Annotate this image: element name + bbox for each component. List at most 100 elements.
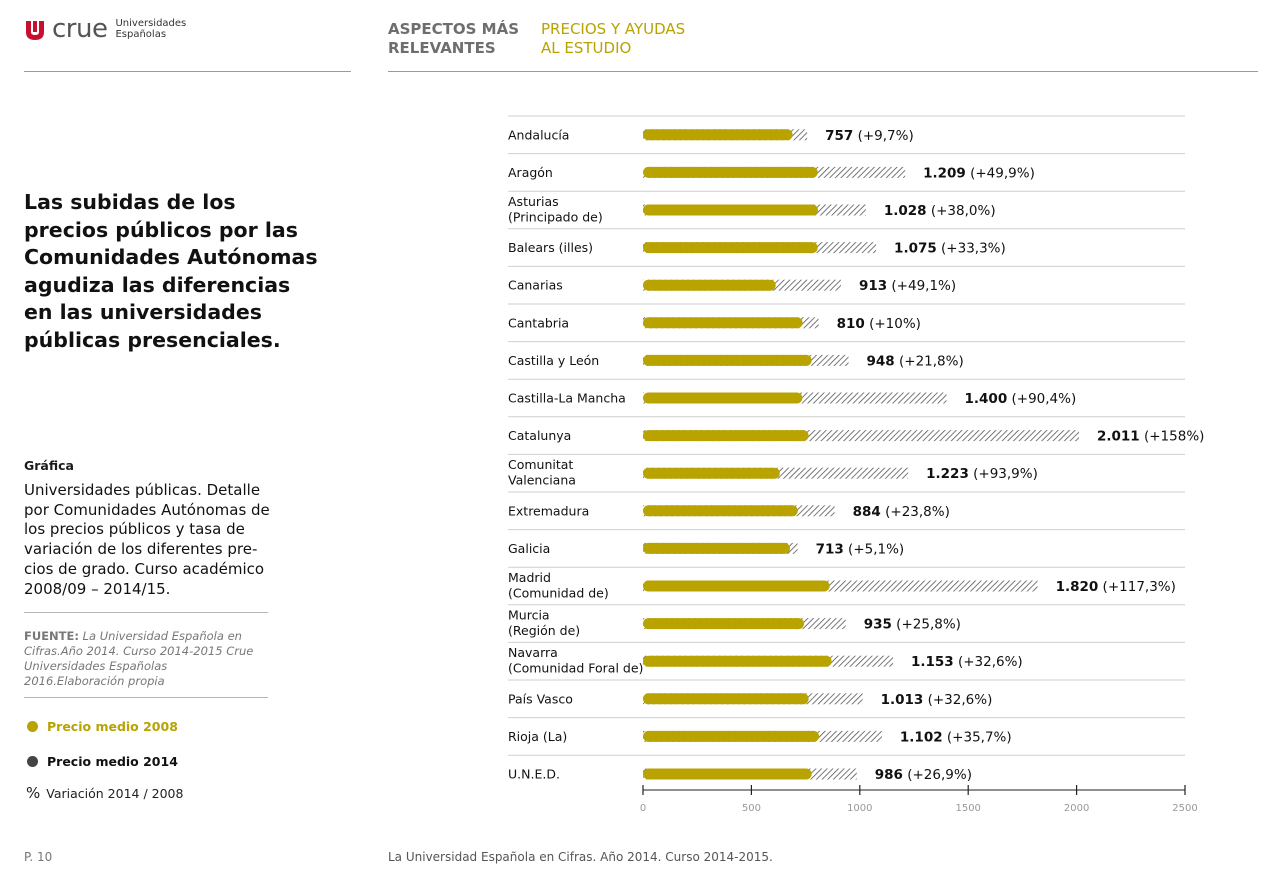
graphic-description: Universidades públicas. Detalle por Comu… — [24, 481, 270, 598]
bar-2008 — [643, 279, 776, 291]
bar-2008 — [643, 430, 809, 442]
data-label-value: 1.153 — [911, 654, 954, 670]
category-label: Balears (illes) — [508, 240, 593, 255]
data-label-percent: (+23,8%) — [881, 504, 950, 520]
category-label: Castilla y León — [508, 353, 599, 368]
category-label: Andalucía — [508, 127, 569, 142]
data-label-value: 1.028 — [884, 203, 927, 219]
crue-logo-mark-icon — [26, 21, 44, 40]
page-number: P. 10 — [24, 850, 53, 864]
data-label: 913 (+49,1%) — [859, 278, 956, 294]
data-label: 1.223 (+93,9%) — [926, 466, 1038, 482]
header-section-precios-line-1: PRECIOS Y AYUDAS — [541, 20, 686, 38]
bar-2008 — [643, 166, 818, 178]
bar-2008 — [643, 768, 812, 780]
legend-item-2014: Precio medio 2014 — [27, 754, 178, 769]
data-label-percent: (+93,9%) — [969, 466, 1038, 482]
data-label-value: 1.013 — [881, 692, 924, 708]
category-label: Comunitat Valenciana — [508, 457, 576, 488]
bar-2008 — [643, 317, 803, 329]
data-label-percent: (+9,7%) — [853, 128, 913, 144]
bar-2008 — [643, 242, 818, 254]
data-label-value: 1.400 — [965, 391, 1008, 407]
bar-2008 — [643, 693, 809, 705]
category-label: Murcia (Región de) — [508, 608, 580, 639]
category-label: País Vasco — [508, 691, 573, 706]
percent-icon: % — [26, 784, 41, 802]
data-label: 1.075 (+33,3%) — [894, 241, 1006, 257]
data-label-value: 986 — [875, 767, 903, 783]
bar-2008 — [643, 618, 805, 630]
data-label-value: 884 — [853, 504, 881, 520]
data-label: 1.013 (+32,6%) — [881, 692, 993, 708]
crue-logo: crue Universidades Españolas — [24, 14, 186, 44]
bar-2008 — [643, 542, 790, 554]
legend-item-2008: Precio medio 2008 — [27, 719, 178, 734]
data-label-percent: (+10%) — [865, 316, 921, 332]
bar-2014 — [643, 580, 1038, 592]
graphic-label: Gráfica — [24, 458, 74, 473]
data-label: 713 (+5,1%) — [816, 541, 905, 557]
header-section-aspectos-line-2: RELEVANTES — [388, 39, 496, 57]
data-label-percent: (+49,1%) — [887, 278, 956, 294]
data-label-value: 1.102 — [900, 729, 943, 745]
footer-text: La Universidad Española en Cifras. Año 2… — [388, 850, 773, 864]
data-label-value: 935 — [864, 617, 892, 633]
data-label-percent: (+5,1%) — [844, 541, 904, 557]
legend-label-2008: Precio medio 2008 — [47, 719, 178, 734]
x-tick-label: 1000 — [847, 803, 872, 814]
data-label-value: 1.223 — [926, 466, 969, 482]
legend-dot-2014-icon — [27, 756, 38, 767]
data-label-value: 810 — [837, 316, 865, 332]
logo-subtitle: Universidades Españolas — [115, 18, 186, 40]
data-label: 1.102 (+35,7%) — [900, 729, 1012, 745]
data-label: 1.820 (+117,3%) — [1056, 579, 1176, 595]
source-label: FUENTE: — [24, 629, 79, 643]
bar-2008 — [643, 354, 812, 366]
bar-2014 — [643, 430, 1079, 442]
bar-2008 — [643, 204, 818, 216]
data-label: 986 (+26,9%) — [875, 767, 972, 783]
data-label-percent: (+117,3%) — [1098, 579, 1176, 595]
data-label-value: 913 — [859, 278, 887, 294]
header-section-aspectos: ASPECTOS MÁS RELEVANTES — [388, 20, 528, 58]
data-label-percent: (+26,9%) — [903, 767, 972, 783]
category-label: Canarias — [508, 278, 563, 293]
data-label: 948 (+21,8%) — [867, 353, 964, 369]
data-label-value: 948 — [867, 353, 895, 369]
category-label: Extremadura — [508, 503, 589, 518]
data-label-percent: (+158%) — [1140, 429, 1205, 445]
data-label-value: 713 — [816, 541, 844, 557]
category-label: Rioja (La) — [508, 729, 567, 744]
data-label-percent: (+49,9%) — [966, 165, 1035, 181]
category-label: U.N.E.D. — [508, 767, 560, 782]
bar-2008 — [643, 129, 793, 141]
data-label: 1.028 (+38,0%) — [884, 203, 996, 219]
bar-2008 — [643, 730, 820, 742]
category-label: Galicia — [508, 541, 550, 556]
data-label-percent: (+33,3%) — [937, 241, 1006, 257]
source-text: La Universidad Española en Cifras.Año 20… — [24, 629, 254, 688]
category-label: Navarra (Comunidad Foral de) — [508, 645, 643, 676]
category-label: Madrid (Comunidad de) — [508, 570, 609, 601]
header-section-precios: PRECIOS Y AYUDAS AL ESTUDIO — [541, 20, 701, 58]
bar-2008 — [643, 580, 830, 592]
bar-2008 — [643, 467, 780, 479]
data-label-percent: (+90,4%) — [1007, 391, 1076, 407]
source-divider — [24, 697, 268, 698]
logo-word: crue — [52, 14, 108, 44]
bar-2008 — [643, 392, 803, 404]
legend-label-variation: Variación 2014 / 2008 — [46, 785, 184, 801]
data-label-percent: (+35,7%) — [943, 729, 1012, 745]
header-divider-left — [24, 71, 351, 72]
data-label: 884 (+23,8%) — [853, 504, 950, 520]
header-divider-right — [388, 71, 1258, 72]
data-label: 1.209 (+49,9%) — [923, 165, 1035, 181]
data-label: 2.011 (+158%) — [1097, 429, 1204, 445]
data-label: 757 (+9,7%) — [825, 128, 914, 144]
category-label: Cantabria — [508, 315, 569, 330]
data-label-percent: (+32,6%) — [923, 692, 992, 708]
data-label: 1.153 (+32,6%) — [911, 654, 1023, 670]
bar-2008 — [643, 655, 832, 667]
